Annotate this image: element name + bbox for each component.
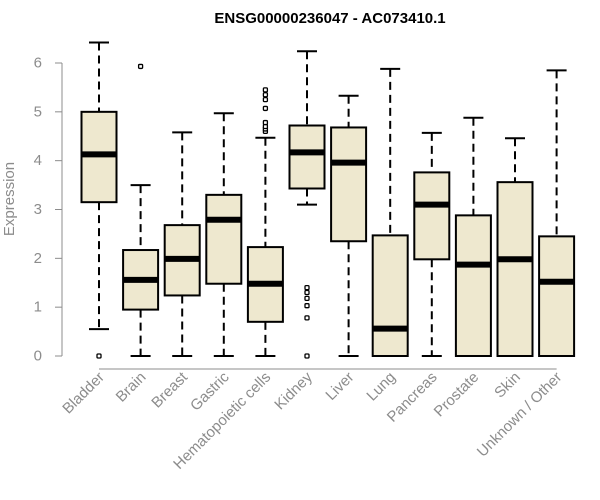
outlier-point xyxy=(262,87,269,93)
outlier-point xyxy=(262,92,269,98)
x-tick-label: Brain xyxy=(113,369,150,406)
y-tick-label: 4 xyxy=(34,152,42,169)
iqr-box xyxy=(496,181,534,357)
y-tick-label: 5 xyxy=(34,103,42,120)
x-tick-label: Lung xyxy=(363,369,399,405)
box-skin xyxy=(496,137,534,357)
iqr-box xyxy=(205,193,243,285)
y-tick-label: 2 xyxy=(34,250,42,267)
y-tick-label: 3 xyxy=(34,201,42,218)
box-prostate xyxy=(454,116,492,357)
y-axis-label: Expression xyxy=(1,162,18,236)
x-tick-label: Bladder xyxy=(59,369,108,418)
outlier-point xyxy=(304,353,310,359)
outlier-point xyxy=(137,63,144,70)
x-tick-label: Breast xyxy=(148,368,191,411)
box-lung xyxy=(371,67,409,357)
box-hematopoietic-cells xyxy=(246,87,284,357)
iqr-box xyxy=(538,235,576,358)
box-gastric xyxy=(205,112,243,357)
y-axis: 0 1 2 3 4 5 6 xyxy=(34,55,557,370)
box-breast xyxy=(163,131,201,357)
outlier-point xyxy=(304,295,310,302)
outlier-point xyxy=(304,289,310,296)
outlier-point xyxy=(262,96,269,103)
box-liver xyxy=(330,94,368,357)
iqr-box xyxy=(330,126,368,243)
outlier-point xyxy=(304,303,310,309)
x-tick-label: Kidney xyxy=(271,368,316,413)
box-kidney xyxy=(288,50,326,359)
iqr-box xyxy=(371,234,409,357)
iqr-box xyxy=(454,214,492,357)
x-tick-label: Liver xyxy=(322,369,357,404)
y-tick-label: 6 xyxy=(34,55,42,72)
outlier-point xyxy=(262,119,269,126)
box-brain xyxy=(122,63,160,357)
y-tick-label: 0 xyxy=(34,348,42,365)
x-tick-label: Skin xyxy=(491,369,524,402)
outlier-point xyxy=(304,315,310,321)
chart-title: ENSG00000236047 - AC073410.1 xyxy=(214,10,445,27)
box-pancreas xyxy=(413,131,451,357)
box-bladder xyxy=(80,41,118,359)
iqr-box xyxy=(413,171,451,261)
outlier-point xyxy=(304,284,310,291)
y-tick-label: 1 xyxy=(34,299,42,316)
iqr-box xyxy=(288,124,326,190)
outlier-point xyxy=(96,353,102,359)
x-tick-label: Prostate xyxy=(431,369,483,421)
box-unknown-other xyxy=(538,69,576,358)
boxes-group xyxy=(80,41,576,359)
outlier-point xyxy=(262,105,269,112)
